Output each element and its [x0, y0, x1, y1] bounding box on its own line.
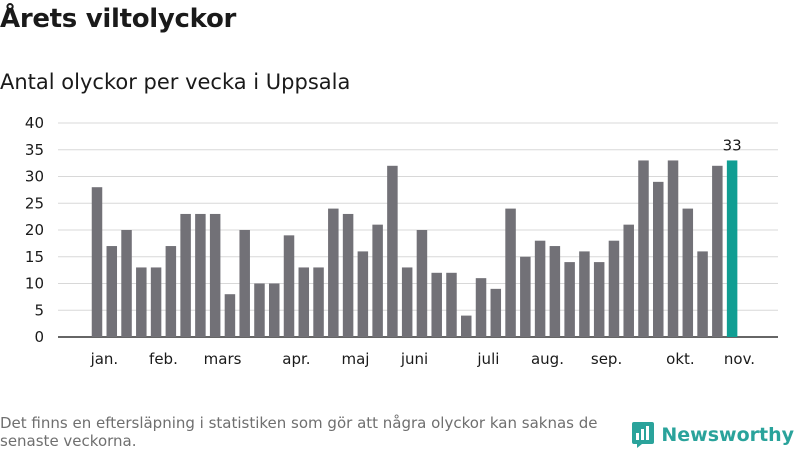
y-tick-label: 40	[25, 114, 44, 132]
bar	[106, 246, 118, 337]
bar	[623, 224, 634, 337]
bar	[239, 230, 250, 337]
y-tick-label: 35	[25, 141, 44, 159]
bar	[564, 262, 575, 337]
chart-subtitle: Antal olyckor per vecka i Uppsala	[0, 70, 351, 94]
y-tick-label: 20	[25, 221, 44, 239]
bar	[254, 283, 265, 337]
bar	[667, 160, 679, 337]
bar	[268, 283, 280, 337]
footnote: Det finns en eftersläpning i statistiken…	[0, 414, 598, 450]
x-tick-label: sep.	[591, 350, 622, 368]
x-tick-label: mars	[204, 350, 242, 368]
bar	[165, 246, 177, 337]
bar	[357, 251, 369, 337]
bars	[91, 160, 738, 337]
bar	[726, 160, 738, 337]
bar	[475, 278, 487, 337]
bar	[283, 235, 295, 337]
bar	[431, 272, 442, 337]
bar	[91, 187, 103, 337]
bar	[195, 213, 206, 337]
bar	[121, 230, 132, 337]
bar	[224, 294, 236, 337]
bar	[490, 288, 502, 337]
brand-logo: Newsworthy	[631, 420, 794, 450]
y-tick-label: 0	[34, 328, 44, 346]
bar-chart: 0 5 10 15 20 25 30 35 40 jan. feb. mars apr. maj juni…	[25, 114, 778, 368]
x-tick-label: maj	[341, 350, 369, 368]
y-tick-label: 10	[25, 275, 44, 293]
bar	[136, 267, 147, 337]
x-tick-label: aug.	[531, 350, 564, 368]
bar	[313, 267, 324, 337]
y-tick-label: 30	[25, 168, 44, 186]
y-tick-label: 25	[25, 194, 44, 212]
bar	[180, 213, 191, 337]
bar	[638, 160, 649, 337]
x-axis-ticks: jan. feb. mars apr. maj juni juli aug. sep. okt. n…	[90, 350, 756, 368]
bar	[697, 251, 708, 337]
x-tick-label: juni	[400, 350, 428, 368]
highlight-value-label: 33	[723, 136, 742, 154]
x-tick-label: jan.	[90, 350, 119, 368]
y-axis-ticks: 0 5 10 15 20 25 30 35 40	[25, 114, 44, 346]
bar	[579, 251, 590, 337]
x-tick-label: okt.	[666, 350, 695, 368]
bar	[608, 240, 620, 337]
x-tick-label: feb.	[149, 350, 178, 368]
bar	[150, 267, 162, 337]
x-tick-label: apr.	[282, 350, 310, 368]
bar	[653, 181, 664, 337]
bar	[520, 256, 531, 337]
bar	[534, 240, 546, 337]
bar	[328, 208, 339, 337]
bar	[446, 272, 457, 337]
x-tick-label: juli	[476, 350, 499, 368]
bar	[593, 262, 605, 337]
bar	[342, 213, 354, 337]
bar	[505, 208, 516, 337]
chart-title: Årets viltolyckor	[0, 4, 237, 34]
bar	[712, 165, 723, 337]
data-labels: 33	[723, 136, 742, 154]
bar	[682, 208, 694, 337]
bar	[372, 224, 383, 337]
bar	[401, 267, 413, 337]
y-tick-label: 5	[34, 301, 44, 319]
bar	[416, 230, 428, 337]
bar	[298, 267, 310, 337]
brand-name: Newsworthy	[661, 424, 794, 446]
x-tick-label: nov.	[724, 350, 755, 368]
bar	[209, 213, 221, 337]
y-tick-label: 15	[25, 248, 44, 266]
bar	[387, 165, 398, 337]
bar	[461, 315, 472, 337]
bar	[549, 246, 561, 337]
newsworthy-logo-icon	[632, 422, 655, 448]
